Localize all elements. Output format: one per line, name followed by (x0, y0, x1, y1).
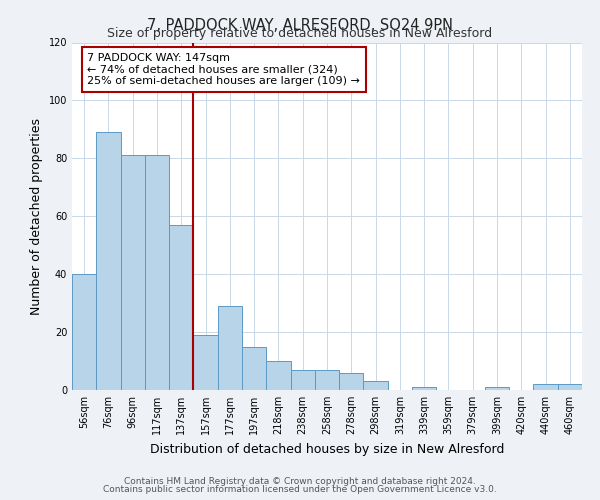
Text: 7, PADDOCK WAY, ALRESFORD, SO24 9PN: 7, PADDOCK WAY, ALRESFORD, SO24 9PN (147, 18, 453, 32)
Bar (364, 382, 388, 390)
Bar (290, 370, 315, 390)
Bar (169, 225, 193, 390)
Bar (145, 156, 169, 390)
Bar (193, 335, 218, 390)
Bar (412, 387, 436, 390)
Bar (72, 274, 96, 390)
Text: Size of property relative to detached houses in New Alresford: Size of property relative to detached ho… (107, 28, 493, 40)
Bar (558, 384, 582, 390)
Bar (339, 372, 364, 390)
Bar (485, 387, 509, 390)
Y-axis label: Number of detached properties: Number of detached properties (30, 118, 43, 315)
Bar (121, 156, 145, 390)
Bar (533, 384, 558, 390)
Bar (315, 370, 339, 390)
Text: Contains public sector information licensed under the Open Government Licence v3: Contains public sector information licen… (103, 485, 497, 494)
Bar (242, 346, 266, 390)
X-axis label: Distribution of detached houses by size in New Alresford: Distribution of detached houses by size … (150, 442, 504, 456)
Text: 7 PADDOCK WAY: 147sqm
← 74% of detached houses are smaller (324)
25% of semi-det: 7 PADDOCK WAY: 147sqm ← 74% of detached … (88, 53, 360, 86)
Bar (96, 132, 121, 390)
Text: Contains HM Land Registry data © Crown copyright and database right 2024.: Contains HM Land Registry data © Crown c… (124, 477, 476, 486)
Bar (218, 306, 242, 390)
Bar (266, 361, 290, 390)
